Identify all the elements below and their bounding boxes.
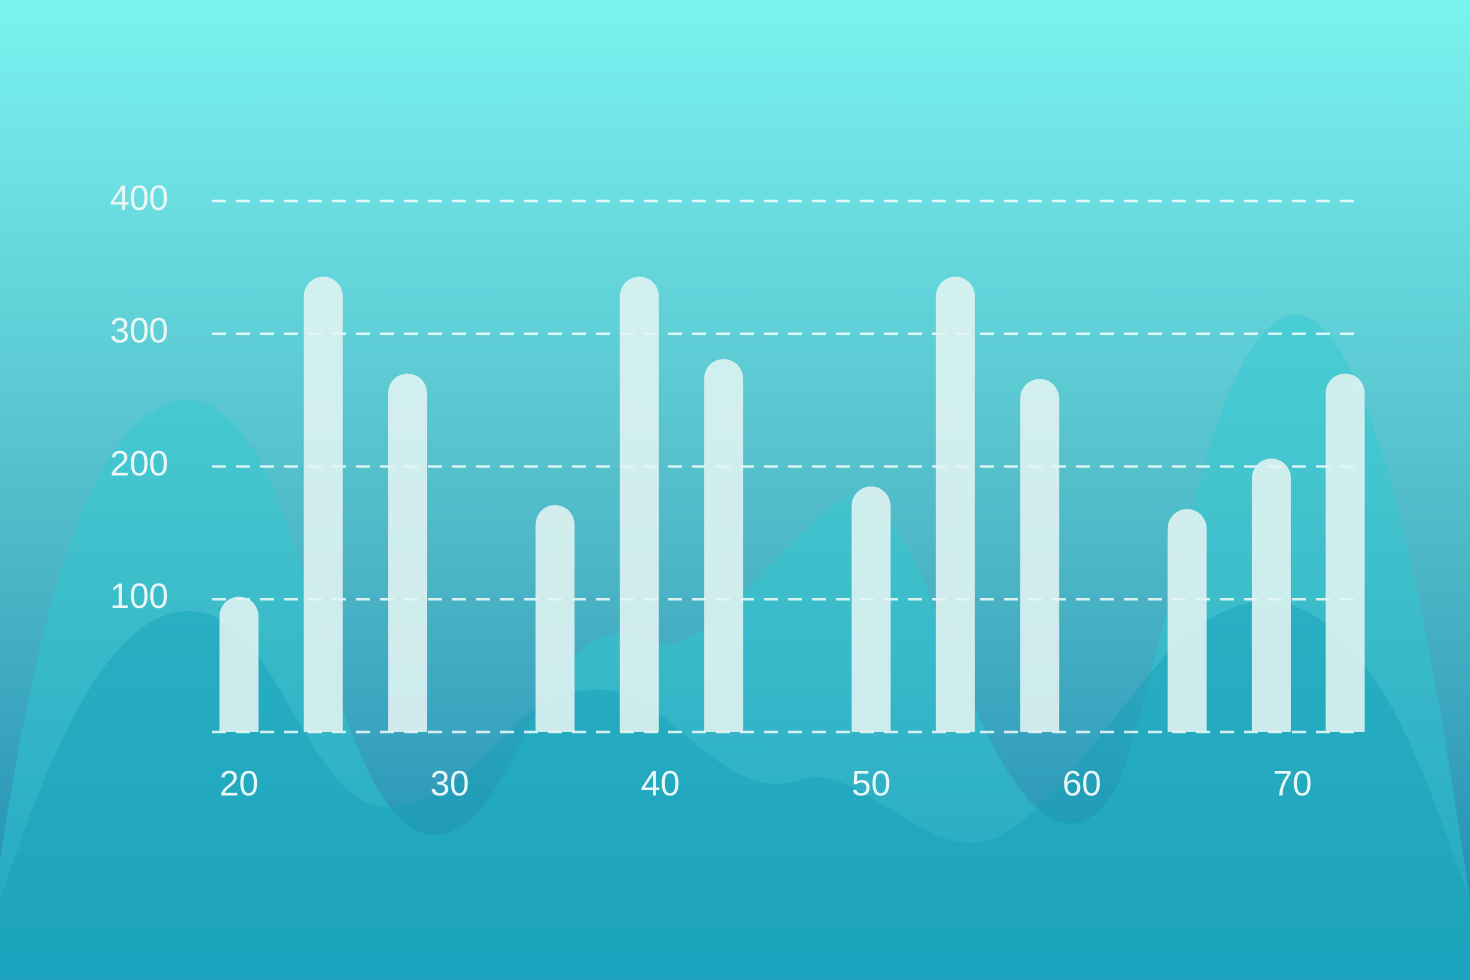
- bars: [219, 276, 1365, 732]
- y-tick-label: 300: [110, 312, 168, 351]
- y-tick-label: 200: [110, 444, 168, 483]
- bar: [851, 486, 891, 732]
- bar: [1020, 378, 1060, 732]
- x-tick-label: 60: [1062, 764, 1101, 803]
- y-tick-label: 400: [110, 179, 168, 218]
- x-tick-label: 20: [220, 764, 259, 803]
- bar: [704, 358, 744, 732]
- x-axis-ticks: 20 30 40 50 60 70: [220, 764, 1312, 803]
- bar: [935, 276, 975, 732]
- bar: [1251, 458, 1291, 732]
- bar: [219, 596, 259, 732]
- bar: [303, 276, 343, 732]
- bar: [535, 504, 575, 732]
- x-tick-label: 70: [1273, 764, 1312, 803]
- bar: [1325, 373, 1365, 732]
- background-wave-front: [0, 601, 1470, 980]
- bar: [388, 373, 428, 732]
- x-tick-label: 50: [852, 764, 891, 803]
- bar: [1167, 508, 1207, 732]
- x-tick-label: 40: [641, 764, 680, 803]
- x-tick-label: 30: [430, 764, 469, 803]
- bar: [619, 276, 659, 732]
- y-tick-label: 100: [110, 577, 168, 616]
- y-axis-ticks: 100 200 300 400: [110, 179, 168, 616]
